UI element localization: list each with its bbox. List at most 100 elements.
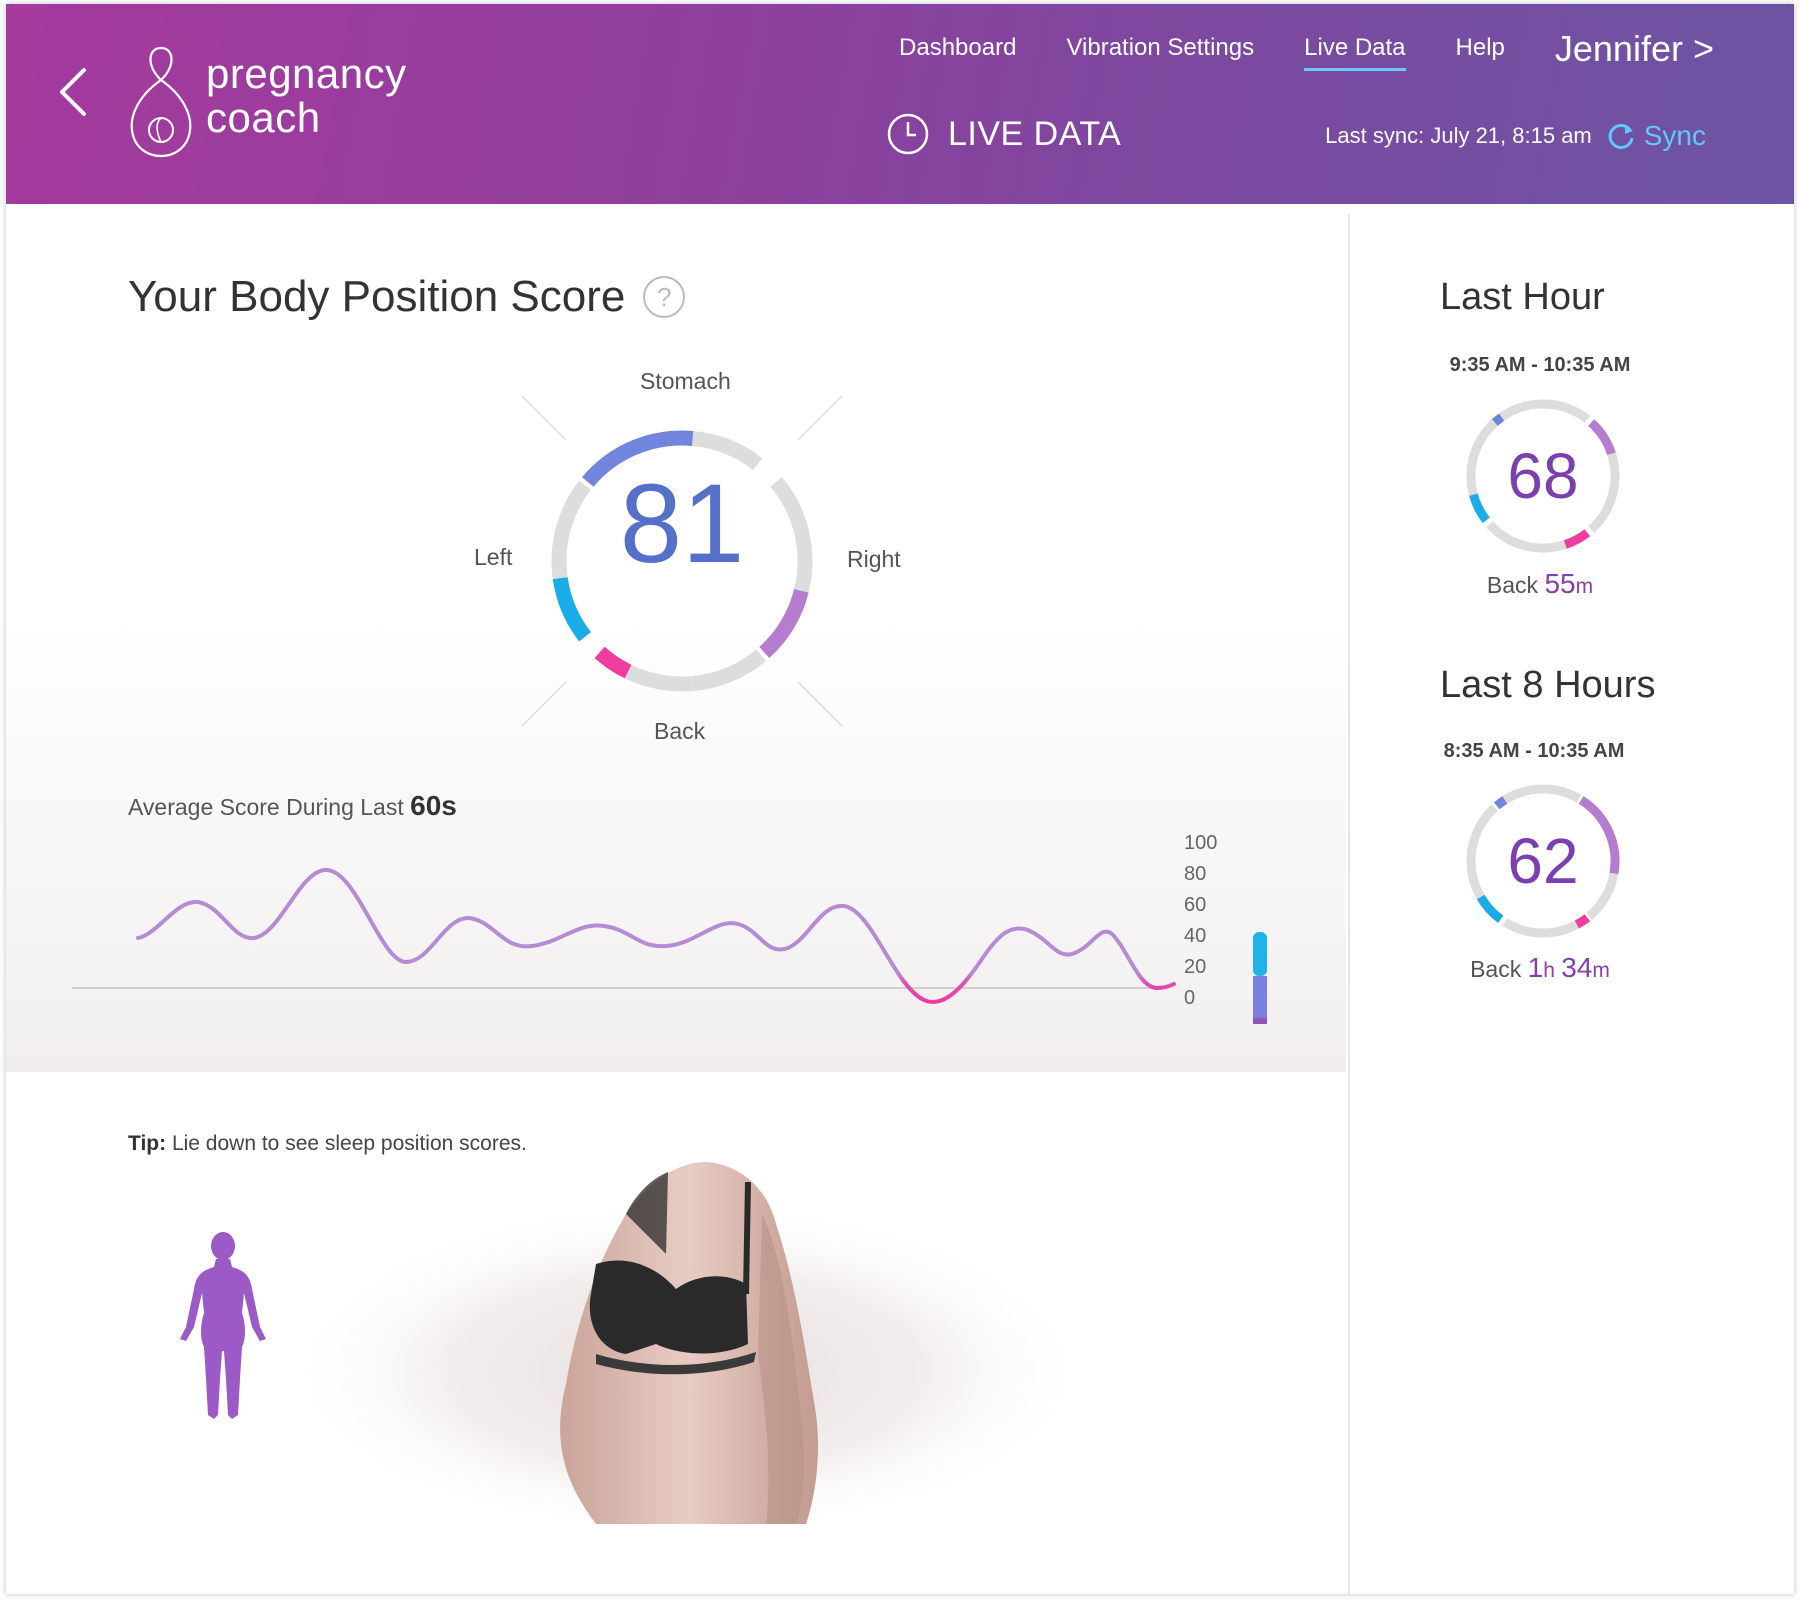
nav-help[interactable]: Help [1455, 34, 1505, 61]
header-bar: pregnancy coach Dashboard Vibration Sett… [6, 4, 1794, 204]
position-gauge: 81 [521, 395, 843, 727]
last-hour-ring: 68 [1466, 399, 1620, 553]
last-hour-position: Back [1486, 572, 1539, 598]
average-score-chart [72, 867, 1267, 1024]
guide-line [521, 681, 567, 727]
app-window: pregnancy coach Dashboard Vibration Sett… [6, 4, 1794, 1594]
ring-segment [1493, 796, 1508, 810]
average-score-line [136, 867, 1176, 1004]
y-tick-0: 0 [1184, 987, 1196, 1009]
logo-line-2: coach [206, 94, 321, 141]
refresh-icon [1608, 123, 1634, 149]
ring-segment [1502, 784, 1582, 804]
last-hour-range: 9:35 AM - 10:35 AM [1449, 354, 1631, 376]
last-8-hours-hours-unit: h [1543, 959, 1555, 982]
user-menu[interactable]: Jennifer > [1554, 27, 1714, 69]
ring-segment [552, 576, 592, 642]
y-tick-100: 100 [1184, 832, 1218, 854]
score-title-text: Your Body Position Score [128, 272, 626, 321]
ring-segment [1578, 796, 1620, 875]
clock-icon [887, 113, 929, 155]
y-tick-20: 20 [1184, 956, 1207, 978]
y-tick-40: 40 [1184, 925, 1207, 947]
ring-segment [1466, 419, 1498, 496]
last-sync-text: Last sync: July 21, 8:15 am [1325, 123, 1592, 148]
logo-text: pregnancy coach [206, 52, 407, 140]
last-hour-ring-arcs [1466, 399, 1620, 553]
tip-prefix: Tip: [128, 1132, 167, 1155]
guide-line [797, 681, 843, 727]
ring-segment [1588, 419, 1616, 456]
ring-segment [582, 430, 694, 487]
ring-segment [1476, 894, 1504, 923]
ring-segment [594, 646, 632, 679]
ring-segment [1469, 493, 1490, 524]
pregnancy-coach-logo-icon [130, 46, 192, 158]
tip-text: Tip: Lie down to see sleep position scor… [128, 1132, 527, 1156]
help-icon[interactable]: ? [643, 276, 686, 318]
label-stomach: Stomach [640, 368, 731, 394]
last-hour-duration: Back 55m [1350, 568, 1730, 600]
average-window: 60s [410, 790, 457, 821]
score-ring [551, 430, 813, 692]
main-panel: Your Body Position Score ? 81 Stomach Le… [6, 204, 1346, 1594]
last-8-hours-range: 8:35 AM - 10:35 AM [1443, 740, 1625, 762]
label-left: Left [474, 544, 513, 570]
top-nav: Dashboard Vibration Settings Live Data H… [899, 28, 1714, 71]
sync-row: Last sync: July 21, 8:15 am Sync [1325, 120, 1706, 152]
sync-button[interactable]: Sync [1606, 120, 1706, 152]
ring-segment [691, 430, 763, 471]
y-tick-60: 60 [1184, 894, 1207, 916]
scale-segment [1253, 1018, 1267, 1024]
section-title: LIVE DATA [948, 114, 1122, 153]
score-area: Your Body Position Score ? 81 Stomach Le… [6, 204, 1346, 1072]
guide-line [521, 395, 567, 441]
last-hour-unit: m [1575, 575, 1594, 598]
ring-segment [1574, 914, 1591, 929]
ring-segment [770, 477, 813, 593]
last-8-hours-title: Last 8 Hours [1440, 664, 1656, 706]
ring-segment [759, 588, 809, 658]
ring-segment [1586, 872, 1619, 920]
last-8-hours-position: Back [1470, 956, 1522, 982]
ring-segment [691, 649, 766, 692]
sidebar-divider [1348, 214, 1350, 1594]
tip-body: Lie down to see sleep position scores. [171, 1132, 527, 1155]
y-tick-80: 80 [1184, 863, 1207, 885]
score-value: 81 [620, 461, 745, 586]
ring-segment [1588, 452, 1620, 533]
scale-segment [1253, 976, 1267, 1018]
sidebar: Last Hour 9:35 AM - 10:35 AM 68 Back 55m… [1350, 204, 1794, 1594]
last-8-hours-minutes: 34 [1561, 952, 1593, 983]
last-8-hours-ring-arcs [1466, 784, 1620, 938]
last-8-hours-score: 62 [1507, 825, 1578, 897]
logo-line-1: pregnancy [206, 50, 407, 97]
nav-live-data[interactable]: Live Data [1304, 34, 1406, 71]
back-chevron-icon[interactable] [50, 62, 100, 122]
ring-segment [1502, 918, 1579, 938]
last-8-hours-duration: Back 1h 34m [1350, 952, 1730, 984]
label-right: Right [847, 546, 901, 572]
color-scale-bar [1253, 932, 1267, 1024]
nav-dashboard[interactable]: Dashboard [899, 34, 1017, 61]
pregnant-body-image [296, 1162, 1086, 1524]
nav-vibration-settings[interactable]: Vibration Settings [1066, 34, 1255, 61]
score-title: Your Body Position Score ? [128, 272, 686, 322]
last-8-hours-minutes-unit: m [1592, 959, 1610, 982]
ring-segment [551, 480, 592, 580]
last-8-hours-ring: 62 [1466, 784, 1620, 938]
ring-segment [1486, 521, 1567, 553]
last-hour-title: Last Hour [1440, 276, 1605, 318]
standing-figure-icon [180, 1232, 266, 1419]
last-hour-minutes: 55 [1544, 568, 1576, 599]
last-hour-score: 68 [1507, 440, 1578, 512]
average-label: Average Score During Last 60s [128, 790, 457, 822]
ring-segment [1499, 399, 1591, 423]
ring-segment [1466, 804, 1498, 900]
guide-line [797, 395, 843, 441]
sync-label: Sync [1643, 120, 1706, 151]
ring-segment [1563, 529, 1591, 549]
scale-segment [1253, 932, 1267, 976]
last-8-hours-hours: 1 [1527, 952, 1544, 983]
label-back: Back [654, 718, 706, 744]
